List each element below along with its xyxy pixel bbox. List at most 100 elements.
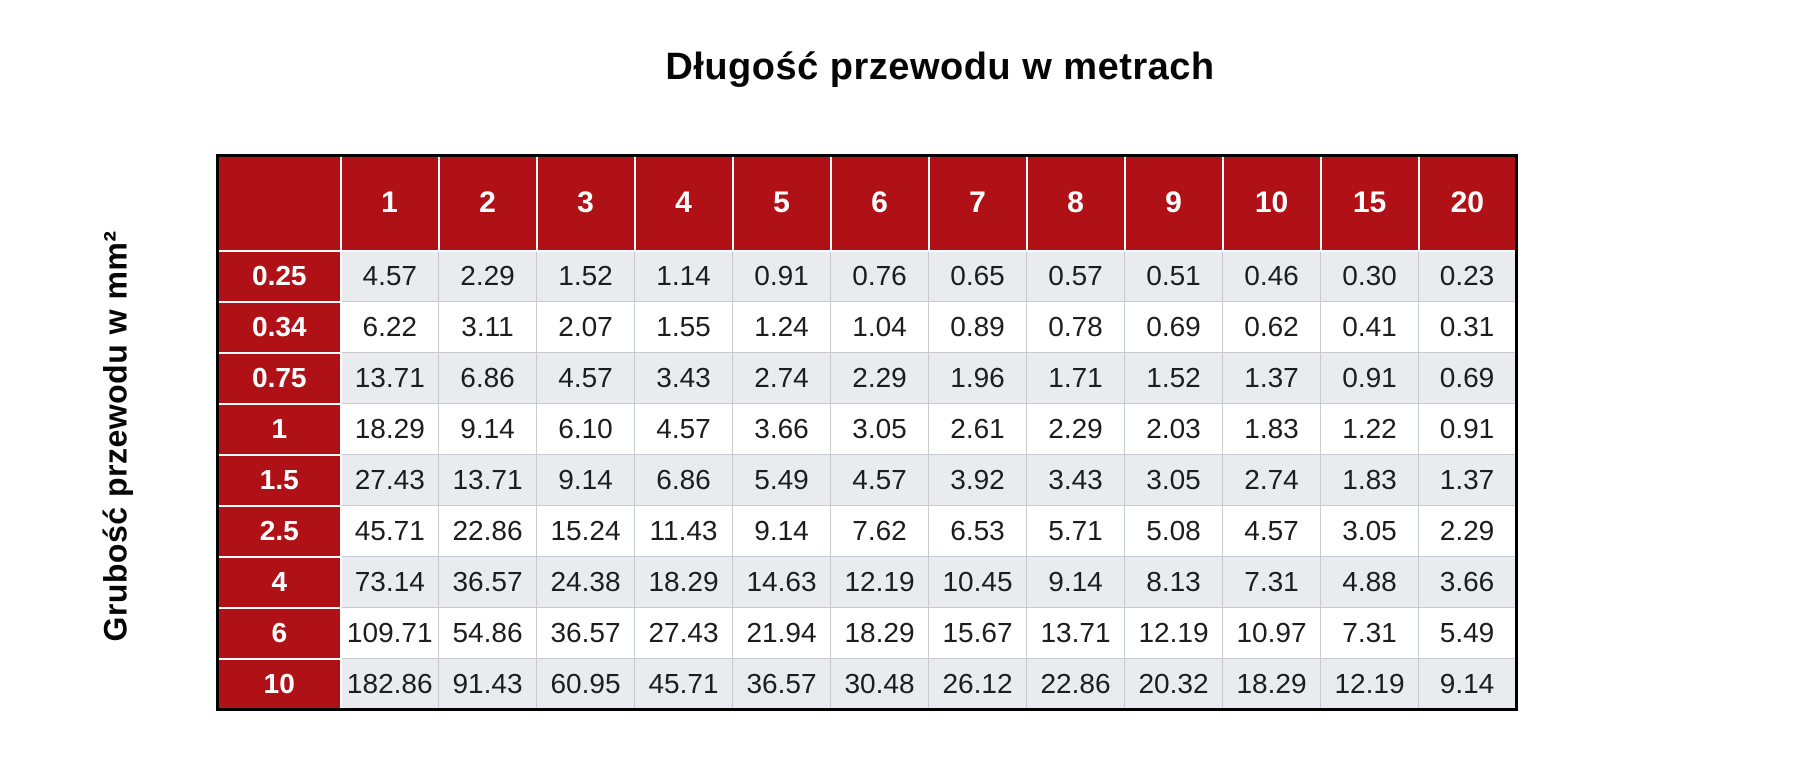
value-cell: 73.14 <box>340 556 439 608</box>
value-cell: 1.24 <box>732 301 831 353</box>
value-cell: 12.19 <box>830 556 929 608</box>
table-row: 4 73.14 36.57 24.38 18.29 14.63 12.19 10.45 9.14… <box>216 555 1517 609</box>
value-cell: 3.11 <box>438 301 537 353</box>
value-cell: 2.61 <box>928 403 1027 455</box>
value-cell: 4.57 <box>536 352 635 404</box>
value-cell: 18.29 <box>340 403 439 455</box>
value-cell: 0.31 <box>1418 301 1517 353</box>
row-header: 0.25 <box>216 249 342 303</box>
value-cell: 26.12 <box>928 658 1027 710</box>
value-cell: 15.24 <box>536 505 635 557</box>
column-header: 3 <box>535 154 636 252</box>
value-cell: 3.05 <box>1124 454 1223 506</box>
value-cell: 4.57 <box>340 250 439 302</box>
value-cell: 10.45 <box>928 556 1027 608</box>
table-row: 1 18.29 9.14 6.10 4.57 3.66 3.05 2.61 2.29 2.03 1.… <box>216 402 1517 456</box>
value-cell: 9.14 <box>536 454 635 506</box>
value-cell: 0.78 <box>1026 301 1125 353</box>
value-cell: 6.22 <box>340 301 439 353</box>
value-cell: 3.05 <box>830 403 929 455</box>
value-cell: 0.69 <box>1124 301 1223 353</box>
y-axis-label: Grubość przewodu w mm² <box>97 230 134 642</box>
value-cell: 4.88 <box>1320 556 1419 608</box>
value-cell: 4.57 <box>634 403 733 455</box>
value-cell: 27.43 <box>634 607 733 659</box>
column-header: 7 <box>927 154 1028 252</box>
value-cell: 3.43 <box>1026 454 1125 506</box>
value-cell: 7.62 <box>830 505 929 557</box>
value-cell: 0.91 <box>1418 403 1517 455</box>
value-cell: 5.71 <box>1026 505 1125 557</box>
value-cell: 45.71 <box>340 505 439 557</box>
row-header: 4 <box>216 555 342 609</box>
column-header: 10 <box>1221 154 1322 252</box>
value-cell: 1.83 <box>1320 454 1419 506</box>
value-cell: 0.76 <box>830 250 929 302</box>
table-row: 0.25 4.57 2.29 1.52 1.14 0.91 0.76 0.65 0.57 0.51… <box>216 249 1517 303</box>
value-cell: 5.08 <box>1124 505 1223 557</box>
value-cell: 0.23 <box>1418 250 1517 302</box>
value-cell: 2.74 <box>1222 454 1321 506</box>
value-cell: 6.53 <box>928 505 1027 557</box>
value-cell: 27.43 <box>340 454 439 506</box>
table-header: 1 2 3 4 5 6 7 8 9 10 15 20 <box>216 154 1518 252</box>
value-cell: 6.10 <box>536 403 635 455</box>
value-cell: 13.71 <box>340 352 439 404</box>
value-cell: 36.57 <box>732 658 831 710</box>
row-header: 1 <box>216 402 342 456</box>
value-cell: 18.29 <box>1222 658 1321 710</box>
value-cell: 1.55 <box>634 301 733 353</box>
value-cell: 109.71 <box>340 607 439 659</box>
value-cell: 30.48 <box>830 658 929 710</box>
value-cell: 4.57 <box>830 454 929 506</box>
column-header: 4 <box>633 154 734 252</box>
value-cell: 4.57 <box>1222 505 1321 557</box>
column-header: 1 <box>339 154 440 252</box>
row-header: 10 <box>216 657 342 711</box>
value-cell: 15.67 <box>928 607 1027 659</box>
corner-cell <box>216 154 342 252</box>
table-row: 6 109.71 54.86 36.57 27.43 21.94 18.29 15.67 13.… <box>216 606 1517 660</box>
value-cell: 1.37 <box>1222 352 1321 404</box>
chart-title: Długość przewodu w metrach <box>665 46 1215 88</box>
value-cell: 1.04 <box>830 301 929 353</box>
value-cell: 22.86 <box>1026 658 1125 710</box>
value-cell: 14.63 <box>732 556 831 608</box>
column-header: 2 <box>437 154 538 252</box>
value-cell: 5.49 <box>1418 607 1517 659</box>
value-cell: 13.71 <box>1026 607 1125 659</box>
value-cell: 1.52 <box>536 250 635 302</box>
value-cell: 45.71 <box>634 658 733 710</box>
value-cell: 36.57 <box>536 607 635 659</box>
value-cell: 18.29 <box>634 556 733 608</box>
row-header: 0.34 <box>216 300 342 354</box>
value-cell: 24.38 <box>536 556 635 608</box>
value-cell: 1.71 <box>1026 352 1125 404</box>
column-header: 5 <box>731 154 832 252</box>
value-cell: 10.97 <box>1222 607 1321 659</box>
value-cell: 2.74 <box>732 352 831 404</box>
value-cell: 2.29 <box>1418 505 1517 557</box>
value-cell: 22.86 <box>438 505 537 557</box>
value-cell: 9.14 <box>732 505 831 557</box>
value-cell: 0.91 <box>1320 352 1419 404</box>
value-cell: 6.86 <box>438 352 537 404</box>
table-body: 0.25 4.57 2.29 1.52 1.14 0.91 0.76 0.65 0.57 0.51… <box>216 249 1517 711</box>
value-cell: 9.14 <box>438 403 537 455</box>
row-header: 2.5 <box>216 504 342 558</box>
value-cell: 1.22 <box>1320 403 1419 455</box>
value-cell: 13.71 <box>438 454 537 506</box>
table-row: 10 182.86 91.43 60.95 45.71 36.57 30.48 26.12 22… <box>216 657 1517 711</box>
value-cell: 0.57 <box>1026 250 1125 302</box>
value-cell: 7.31 <box>1320 607 1419 659</box>
row-header: 0.75 <box>216 351 342 405</box>
column-header: 15 <box>1319 154 1420 252</box>
value-cell: 36.57 <box>438 556 537 608</box>
value-cell: 3.05 <box>1320 505 1419 557</box>
header-row: 1 2 3 4 5 6 7 8 9 10 15 20 <box>216 154 1518 252</box>
value-cell: 9.14 <box>1418 658 1517 710</box>
value-cell: 2.29 <box>1026 403 1125 455</box>
value-cell: 1.52 <box>1124 352 1223 404</box>
value-cell: 21.94 <box>732 607 831 659</box>
